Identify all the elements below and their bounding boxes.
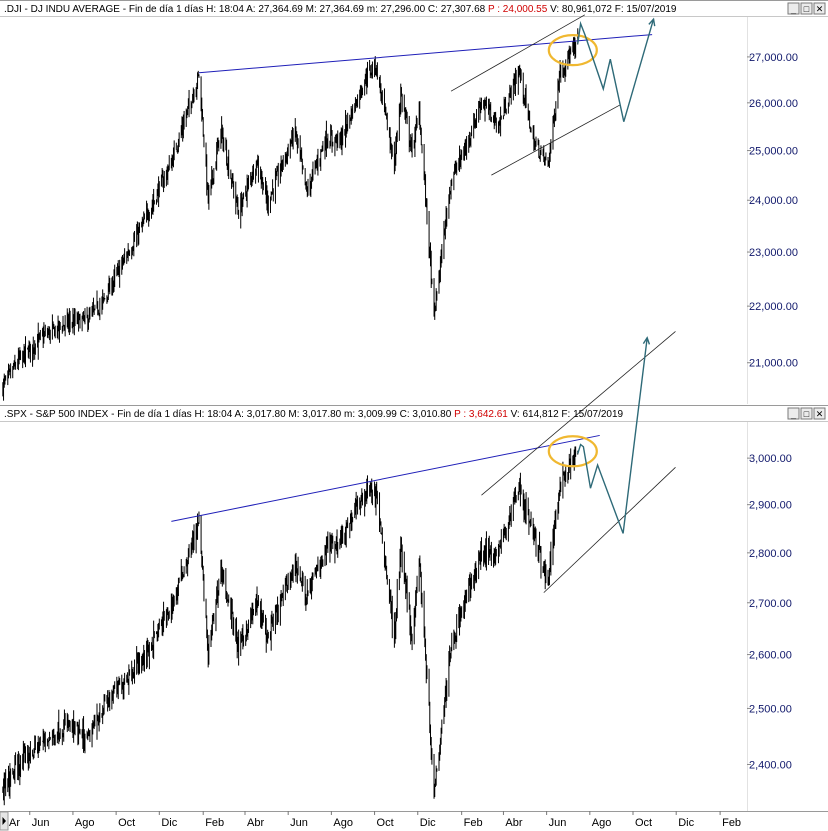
maximize-button-icon: □ bbox=[804, 409, 810, 419]
resistance-trendline bbox=[171, 434, 600, 522]
minimize-button[interactable]: _ bbox=[787, 407, 800, 420]
minimize-button-icon: _ bbox=[790, 409, 797, 419]
projection-path bbox=[577, 337, 648, 534]
y-tick-label: 2,500.00 bbox=[749, 703, 792, 715]
x-tick-label: Oct bbox=[377, 817, 394, 829]
scroll-left-icon bbox=[2, 817, 6, 825]
header-volume-date: V: 614,812 F: 15/07/2019 bbox=[508, 409, 624, 420]
close-button-icon: ✕ bbox=[816, 409, 824, 419]
header-projection-value: P : 24,000.55 bbox=[488, 4, 548, 15]
minimize-button[interactable]: _ bbox=[787, 2, 800, 15]
maximize-button[interactable]: □ bbox=[800, 2, 813, 15]
x-tick-label: Ar bbox=[9, 817, 20, 829]
close-button-icon: ✕ bbox=[816, 4, 824, 14]
header-info-text: .DJI - DJ INDU AVERAGE - Fin de día 1 dí… bbox=[4, 4, 488, 15]
minimize-button-frame bbox=[787, 407, 800, 420]
y-tick-label: 2,800.00 bbox=[749, 548, 792, 560]
header-projection-value: P : 3,642.61 bbox=[454, 409, 508, 420]
highlight-circle bbox=[547, 435, 598, 468]
y-tick-label: 2,400.00 bbox=[749, 759, 792, 771]
projection-arrowhead bbox=[642, 336, 651, 345]
price-series bbox=[2, 446, 579, 806]
x-tick-label: Dic bbox=[161, 817, 177, 829]
y-tick-label: 22,000.00 bbox=[749, 301, 798, 313]
header-volume-date: V: 80,961,072 F: 15/07/2019 bbox=[547, 4, 677, 15]
channel-upper-line bbox=[481, 331, 676, 496]
panel-header-bg bbox=[0, 0, 828, 17]
y-tick-label: 2,900.00 bbox=[749, 500, 792, 512]
chart-panel-2: .SPX - S&P 500 INDEX - Fin de día 1 días… bbox=[0, 331, 828, 811]
x-axis-bg bbox=[0, 811, 828, 831]
y-tick-label: 25,000.00 bbox=[749, 146, 798, 158]
x-tick-label: Feb bbox=[464, 817, 483, 829]
x-tick-label: Dic bbox=[678, 817, 694, 829]
y-tick-label: 23,000.00 bbox=[749, 247, 798, 259]
channel-upper-line bbox=[450, 14, 586, 92]
close-button-frame bbox=[813, 2, 826, 15]
x-tick-label: Jun bbox=[290, 817, 308, 829]
y-tick-label: 27,000.00 bbox=[749, 52, 798, 64]
x-tick-label: Oct bbox=[635, 817, 652, 829]
x-tick-label: Ago bbox=[592, 817, 612, 829]
close-button[interactable]: ✕ bbox=[813, 2, 826, 15]
channel-lower-line bbox=[543, 467, 676, 593]
x-tick-label: Feb bbox=[205, 817, 224, 829]
minimize-button-frame bbox=[787, 2, 800, 15]
panel-header-bg bbox=[0, 405, 828, 422]
close-button-frame bbox=[813, 407, 826, 420]
x-tick-label: Jun bbox=[549, 817, 567, 829]
x-tick-label: Jun bbox=[32, 817, 50, 829]
projection-arrowhead bbox=[648, 17, 656, 27]
projection-path bbox=[577, 19, 655, 122]
maximize-button-frame bbox=[800, 2, 813, 15]
x-tick-label: Feb bbox=[722, 817, 741, 829]
x-tick-label: Abr bbox=[247, 817, 264, 829]
x-tick-label: Dic bbox=[420, 817, 436, 829]
header-info-text: .SPX - S&P 500 INDEX - Fin de día 1 días… bbox=[4, 409, 454, 420]
y-tick-label: 24,000.00 bbox=[749, 195, 798, 207]
y-tick-label: 2,600.00 bbox=[749, 650, 792, 662]
resistance-trendline bbox=[198, 34, 653, 74]
chart-panel-1: .DJI - DJ INDU AVERAGE - Fin de día 1 dí… bbox=[0, 0, 828, 404]
close-button[interactable]: ✕ bbox=[813, 407, 826, 420]
price-series bbox=[2, 28, 579, 401]
panel-header-text: .DJI - DJ INDU AVERAGE - Fin de día 1 dí… bbox=[4, 4, 677, 15]
y-tick-label: 26,000.00 bbox=[749, 98, 798, 110]
maximize-button-frame bbox=[800, 407, 813, 420]
maximize-button[interactable]: □ bbox=[800, 407, 813, 420]
x-tick-label: Ago bbox=[333, 817, 353, 829]
x-tick-label: Oct bbox=[118, 817, 135, 829]
y-tick-label: 2,700.00 bbox=[749, 598, 792, 610]
y-tick-label: 3,000.00 bbox=[749, 453, 792, 465]
channel-lower-line bbox=[491, 104, 620, 176]
x-tick-label: Abr bbox=[505, 817, 522, 829]
y-tick-label: 21,000.00 bbox=[749, 358, 798, 370]
maximize-button-icon: □ bbox=[804, 4, 810, 14]
x-tick-label: Ago bbox=[75, 817, 95, 829]
panel-header-text: .SPX - S&P 500 INDEX - Fin de día 1 días… bbox=[4, 409, 624, 420]
highlight-circle bbox=[547, 34, 598, 67]
minimize-button-icon: _ bbox=[790, 4, 797, 14]
